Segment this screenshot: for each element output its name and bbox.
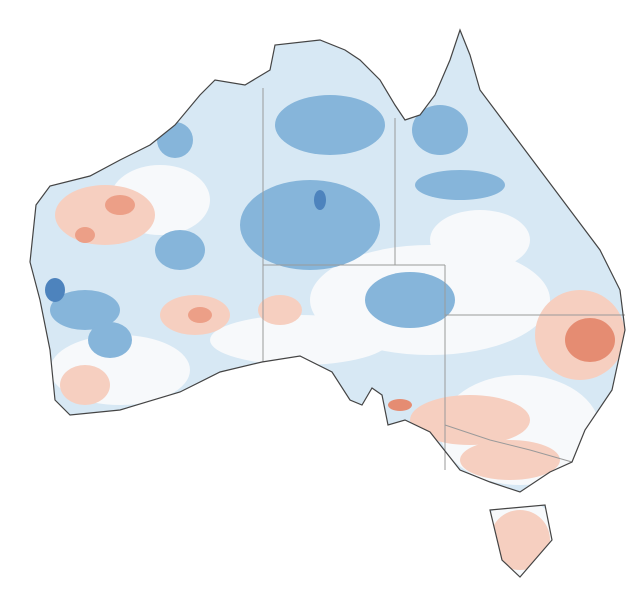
state-borders	[262, 88, 625, 470]
coastline	[29, 28, 626, 578]
